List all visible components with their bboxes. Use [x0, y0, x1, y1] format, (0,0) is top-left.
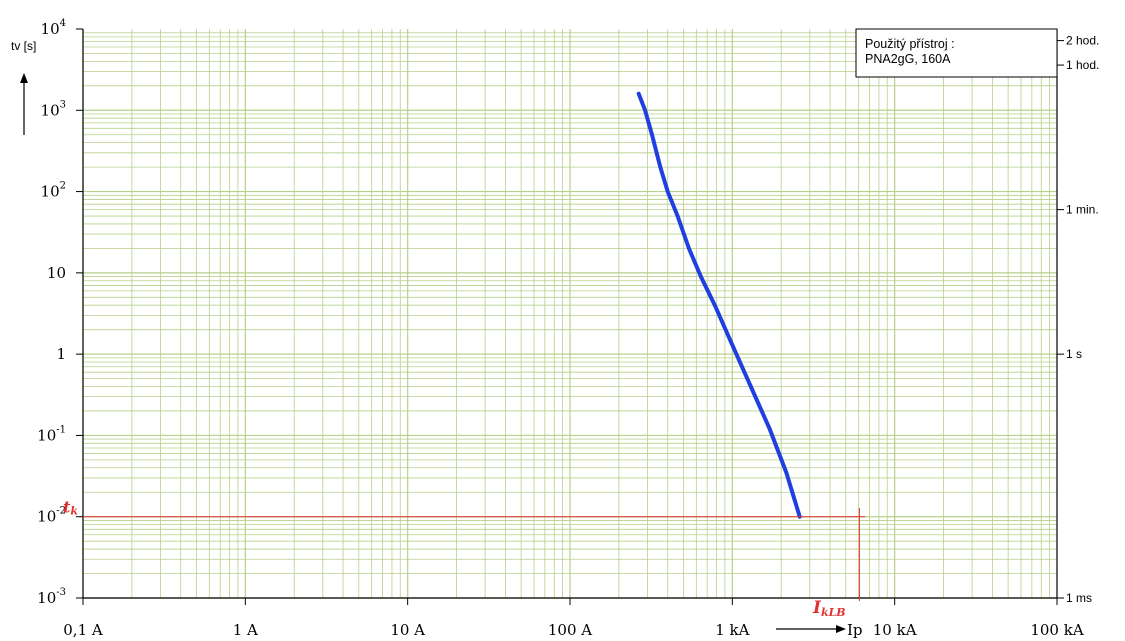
right-tick-label: 1 min. [1066, 203, 1099, 217]
x-tick-label: 10 A [390, 621, 425, 639]
y-tick-label: 10 [47, 264, 66, 282]
svg-text:Ip: Ip [847, 621, 863, 639]
x-tick-label: 100 kA [1030, 621, 1083, 639]
right-tick-label: 1 hod. [1066, 58, 1099, 72]
legend-line-1: Použitý přístroj : [865, 37, 955, 51]
axes: 0,1 A 1 A 10 A 100 A 1 kA 10 kA 100 kA 104 103 10… [37, 18, 1099, 639]
x-tick-label: 10 kA [873, 621, 917, 639]
x-tick-label: 0,1 A [63, 621, 103, 639]
x-tick-label: 1 kA [715, 621, 749, 639]
x-tick-label: 100 A [548, 621, 592, 639]
y-tick-label: 10-2 [37, 506, 66, 526]
grid [82, 29, 1057, 599]
y-axis-title: tv [s] [11, 39, 36, 135]
svg-text:tv [s]: tv [s] [11, 39, 36, 53]
y-tick-label: 102 [41, 181, 66, 201]
fuse-curve [636, 91, 802, 519]
x-axis-title: Ip [776, 621, 863, 639]
annotations: tk IkLB [63, 498, 865, 619]
y-tick-label: 10-1 [37, 424, 66, 444]
series [636, 91, 802, 519]
y-tick-label: 103 [41, 99, 66, 119]
legend-line-2: PNA2gG, 160A [865, 52, 951, 66]
tk-label: tk [63, 498, 78, 518]
ikl-label: IkLB [812, 598, 846, 619]
y-tick-label: 10-3 [37, 587, 66, 607]
right-tick-label: 1 ms [1066, 591, 1092, 605]
right-tick-label: 2 hod. [1066, 34, 1099, 48]
legend-box: Použitý přístroj : PNA2gG, 160A [855, 28, 1058, 78]
y-tick-label: 1 [56, 345, 66, 363]
x-tick-label: 1 A [233, 621, 258, 639]
right-tick-label: 1 s [1066, 347, 1082, 361]
y-tick-label: 104 [41, 18, 66, 38]
